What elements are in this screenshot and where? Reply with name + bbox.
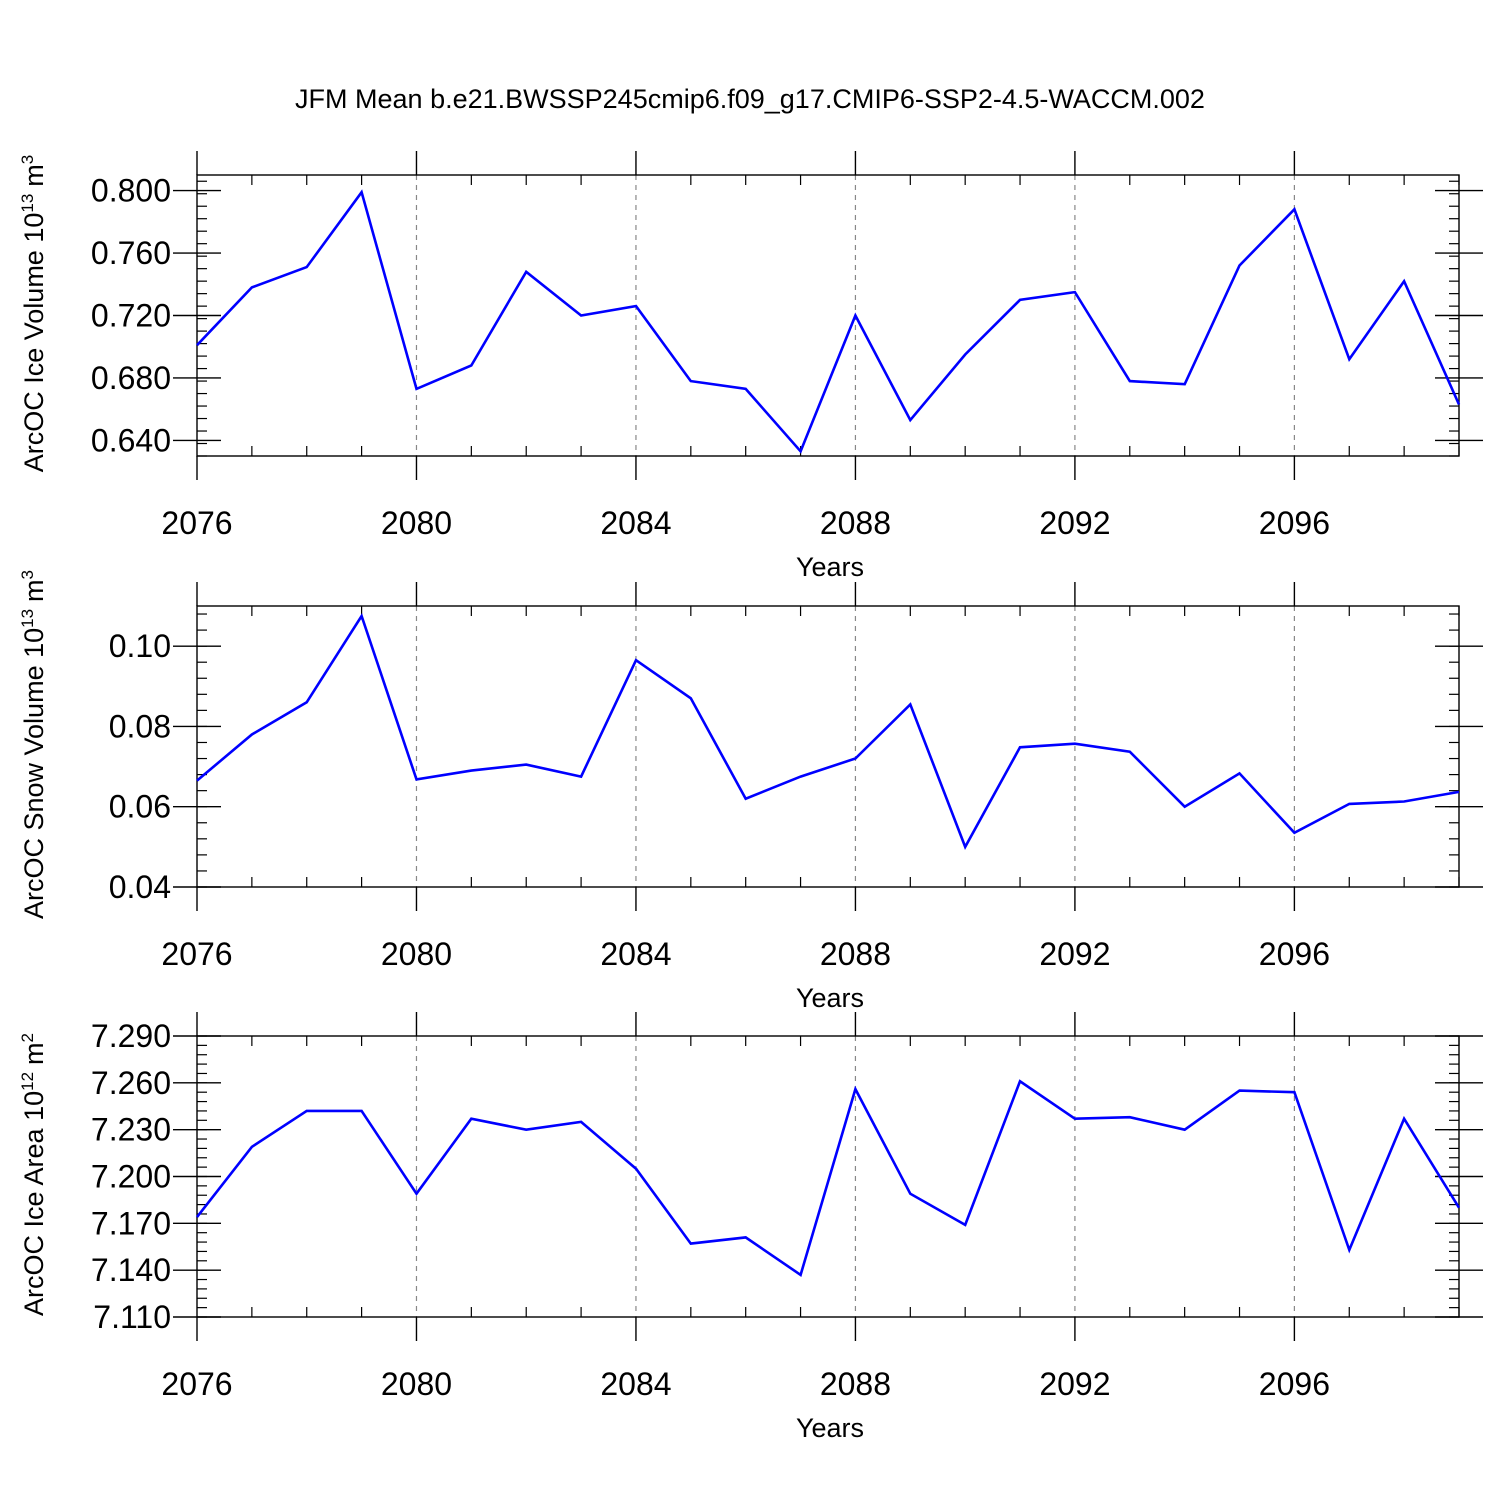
y-axis-label-unit: m <box>19 1042 49 1065</box>
x-tick-label: 2096 <box>1259 936 1330 972</box>
x-tick-label: 2076 <box>161 1366 232 1402</box>
series-line <box>196 613 1460 850</box>
y-axis-label-unit-exponent: 3 <box>18 570 37 579</box>
x-tick-label: 2088 <box>820 936 891 972</box>
y-axis-label-exponent: 12 <box>18 1072 37 1091</box>
y-axis-label-unit-exponent: 3 <box>18 155 37 164</box>
x-tick-label: 2092 <box>1039 1366 1110 1402</box>
y-tick-label: 0.640 <box>91 422 171 458</box>
x-tick-label: 2092 <box>1039 936 1110 972</box>
panel-3: 7.110 7.140 7.170 7.200 7.230 7.260 7.290 2076 2… <box>18 1012 1483 1443</box>
x-tick-label: 2084 <box>600 505 671 541</box>
panel-2: 0.04 0.06 0.08 0.10 2076 2080 2084 2088 2092 2096… <box>18 570 1483 1013</box>
y-tick-label: 0.680 <box>91 360 171 396</box>
x-tick-label: 2076 <box>161 505 232 541</box>
y-axis-label-exponent: 13 <box>18 194 37 213</box>
x-tick-label: 2088 <box>820 505 891 541</box>
x-axis-label: Years <box>796 1413 864 1443</box>
y-axis-label-unit: m <box>19 164 49 187</box>
x-tick-label: 2096 <box>1259 1366 1330 1402</box>
y-axis-label-unit-exponent: 2 <box>18 1033 37 1042</box>
x-tick-label: 2084 <box>600 936 671 972</box>
y-axis-label: ArcOC Ice Volume 1013 m3 <box>18 155 49 473</box>
y-tick-label: 0.720 <box>91 298 171 334</box>
x-tick-label: 2092 <box>1039 505 1110 541</box>
y-tick-label: 7.170 <box>91 1205 171 1241</box>
x-tick-label: 2080 <box>381 1366 452 1402</box>
y-axis-label-text: ArcOC Snow Volume 10 <box>19 628 49 919</box>
y-tick-label: 0.800 <box>91 173 171 209</box>
y-axis-label-unit: m <box>19 579 49 602</box>
chart-title: JFM Mean b.e21.BWSSP245cmip6.f09_g17.CMI… <box>295 84 1205 114</box>
panel-1: 0.640 0.680 0.720 0.760 0.800 2076 2080 2084 208… <box>18 151 1483 582</box>
y-tick-label: 7.260 <box>91 1065 171 1101</box>
y-tick-label: 7.200 <box>91 1159 171 1195</box>
x-tick-label: 2076 <box>161 936 232 972</box>
x-axis-label: Years <box>796 552 864 582</box>
x-tick-label: 2088 <box>820 1366 891 1402</box>
series-line <box>195 1079 1461 1277</box>
x-tick-label: 2080 <box>381 505 452 541</box>
y-tick-label: 7.140 <box>91 1252 171 1288</box>
y-tick-label: 7.290 <box>91 1018 171 1054</box>
y-axis-label: ArcOC Snow Volume 1013 m3 <box>18 570 49 919</box>
y-tick-label: 0.760 <box>91 235 171 271</box>
x-tick-label: 2096 <box>1259 505 1330 541</box>
y-axis-label: ArcOC Ice Area 1012 m2 <box>18 1033 49 1316</box>
y-axis-label-text: ArcOC Ice Area 10 <box>19 1091 49 1316</box>
y-tick-label: 0.10 <box>109 628 171 664</box>
y-tick-label: 0.06 <box>109 789 171 825</box>
plot-frame <box>196 174 1460 457</box>
y-tick-label: 7.110 <box>93 1299 171 1335</box>
y-tick-label: 7.230 <box>91 1112 171 1148</box>
series-line <box>196 189 1461 454</box>
x-tick-label: 2080 <box>381 936 452 972</box>
y-tick-label: 0.04 <box>109 869 171 905</box>
x-tick-label: 2084 <box>600 1366 671 1402</box>
plot-frame <box>196 605 1460 888</box>
plot-frame <box>196 1035 1460 1318</box>
y-axis-label-exponent: 13 <box>18 609 37 628</box>
y-axis-label-text: ArcOC Ice Volume 10 <box>19 213 49 473</box>
x-axis-label: Years <box>796 983 864 1013</box>
y-tick-label: 0.08 <box>109 708 171 744</box>
